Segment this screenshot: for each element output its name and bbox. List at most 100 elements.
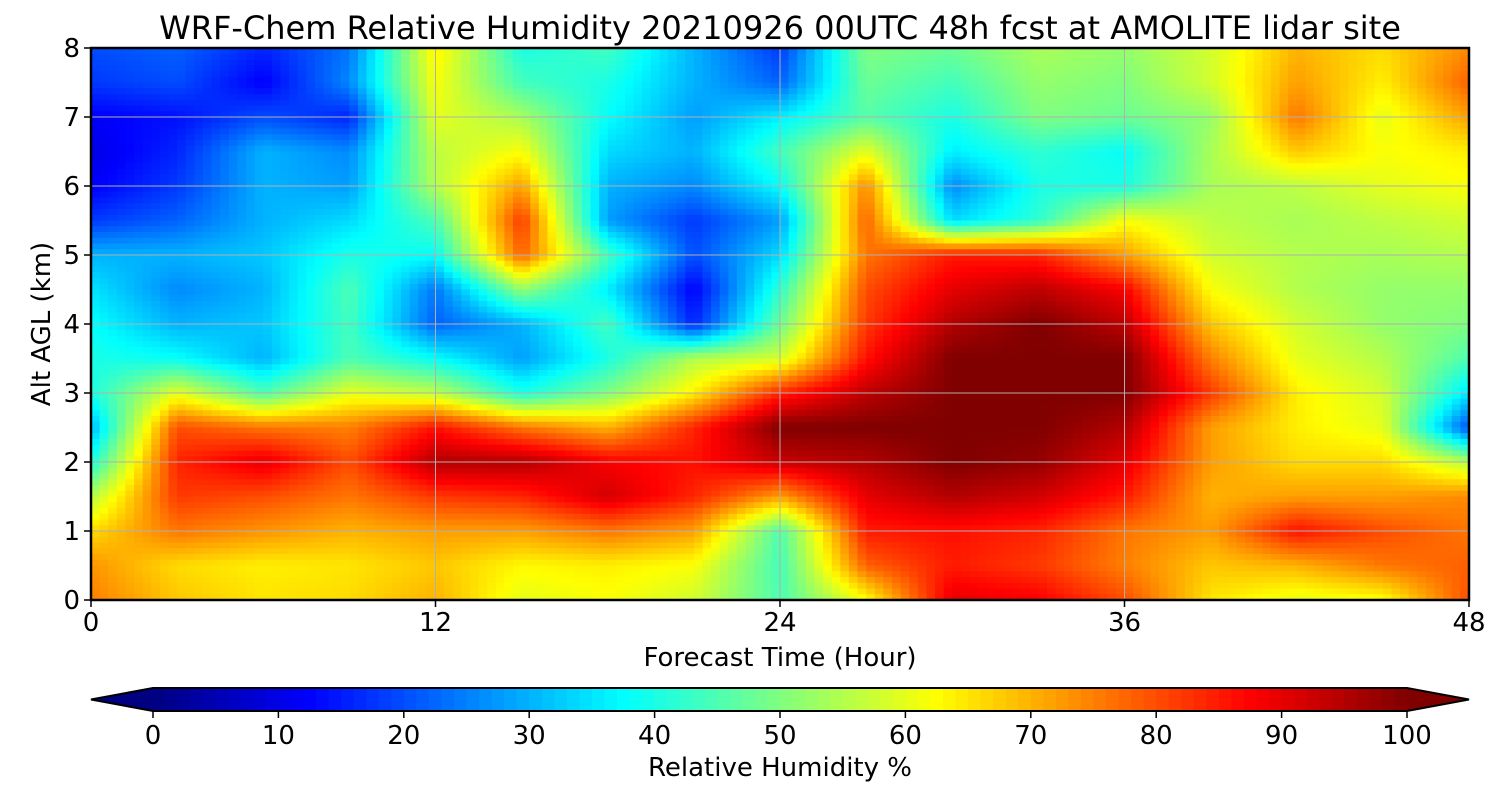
heatmap-cell <box>1167 48 1177 55</box>
heatmap-cell <box>986 82 996 89</box>
heatmap-cell <box>1064 157 1074 164</box>
heatmap-cell <box>323 151 333 158</box>
heatmap-cell <box>1357 163 1367 170</box>
heatmap-cell <box>556 168 566 176</box>
heatmap-cell <box>1150 191 1160 199</box>
heatmap-cell <box>1210 65 1220 72</box>
heatmap-cell <box>736 209 747 216</box>
heatmap-cell <box>573 197 583 204</box>
heatmap-cell <box>1090 203 1100 210</box>
heatmap-cell <box>642 174 652 181</box>
heatmap-cell <box>1046 168 1057 176</box>
heatmap-cell <box>332 203 342 210</box>
heatmap-cell <box>650 105 661 112</box>
heatmap-cell <box>642 186 652 193</box>
heatmap-cell <box>1313 191 1324 199</box>
heatmap-cell <box>685 197 695 204</box>
heatmap-cell <box>874 111 884 118</box>
heatmap-cell <box>280 163 290 170</box>
heatmap-cell <box>780 111 790 118</box>
heatmap-cell <box>1210 76 1220 84</box>
heatmap-cell <box>642 88 652 95</box>
heatmap-cell <box>943 105 953 112</box>
heatmap-cell <box>754 168 764 176</box>
heatmap-cell <box>202 151 213 158</box>
heatmap-cell <box>375 214 385 222</box>
heatmap-cell <box>1064 191 1074 199</box>
heatmap-cell <box>556 94 566 101</box>
heatmap-cell <box>1460 117 1469 124</box>
heatmap-cell <box>1064 65 1074 72</box>
heatmap-cell <box>1141 174 1151 181</box>
heatmap-cell <box>142 105 152 112</box>
heatmap-cell <box>650 220 661 227</box>
heatmap-cell <box>116 197 127 204</box>
heatmap-cell <box>831 174 841 181</box>
heatmap-cell <box>1158 140 1169 147</box>
heatmap-cell <box>866 71 876 78</box>
heatmap-cell <box>969 128 979 135</box>
heatmap-cell <box>1270 117 1281 124</box>
heatmap-cell <box>926 197 936 204</box>
heatmap-cell <box>754 128 764 135</box>
heatmap-cell <box>1167 214 1177 222</box>
heatmap-cell <box>693 88 704 95</box>
heatmap-cell <box>1141 157 1151 164</box>
heatmap-cell <box>780 134 790 141</box>
heatmap-cell <box>108 59 118 66</box>
heatmap-cell <box>676 174 686 181</box>
heatmap-cell <box>487 197 497 204</box>
heatmap-cell <box>823 122 833 130</box>
heatmap-cell <box>177 59 187 66</box>
heatmap-cell <box>314 174 325 181</box>
heatmap-cell <box>1236 48 1246 55</box>
heatmap-cell <box>1150 220 1160 227</box>
heatmap-cell <box>1331 209 1341 216</box>
heatmap-cell <box>469 197 480 204</box>
heatmap-cell <box>228 214 239 222</box>
heatmap-cell <box>952 122 962 130</box>
heatmap-cell <box>736 111 747 118</box>
heatmap-cell <box>685 191 695 199</box>
heatmap-cell <box>668 209 678 216</box>
heatmap-cell <box>1425 209 1436 216</box>
heatmap-cell <box>452 197 462 204</box>
heatmap-cell <box>1322 122 1332 130</box>
heatmap-cell <box>1305 48 1315 55</box>
heatmap-cell <box>280 214 290 222</box>
heatmap-cell <box>659 157 669 164</box>
heatmap-cell <box>1331 214 1341 222</box>
heatmap-cell <box>194 209 204 216</box>
heatmap-cell <box>780 203 790 210</box>
heatmap-cell <box>1400 145 1410 153</box>
heatmap-cell <box>530 209 540 216</box>
heatmap-cell <box>616 220 626 227</box>
heatmap-cell <box>220 209 230 216</box>
heatmap-cell <box>1090 145 1100 153</box>
heatmap-cell <box>392 180 402 187</box>
heatmap-cell <box>754 65 764 72</box>
heatmap-cell <box>246 117 256 124</box>
heatmap-cell <box>1339 203 1350 210</box>
heatmap-cell <box>556 157 566 164</box>
heatmap-cell <box>271 117 282 124</box>
heatmap-cell <box>469 117 480 124</box>
heatmap-cell <box>1408 53 1418 61</box>
heatmap-cell <box>1313 111 1324 118</box>
heatmap-cell <box>1046 220 1057 227</box>
heatmap-cell <box>108 122 118 130</box>
heatmap-cell <box>349 145 359 153</box>
heatmap-cell <box>1012 214 1022 222</box>
heatmap-cell <box>340 111 350 118</box>
heatmap-cell <box>702 53 712 61</box>
heatmap-cell <box>650 122 661 130</box>
heatmap-cell <box>297 174 307 181</box>
heatmap-cell <box>1460 111 1469 118</box>
heatmap-cell <box>900 94 910 101</box>
heatmap-cell <box>1202 186 1212 193</box>
heatmap-cell <box>986 197 996 204</box>
heatmap-cell <box>444 157 454 164</box>
heatmap-cell <box>780 197 790 204</box>
heatmap-cell <box>1382 197 1393 204</box>
heatmap-cell <box>848 134 859 141</box>
